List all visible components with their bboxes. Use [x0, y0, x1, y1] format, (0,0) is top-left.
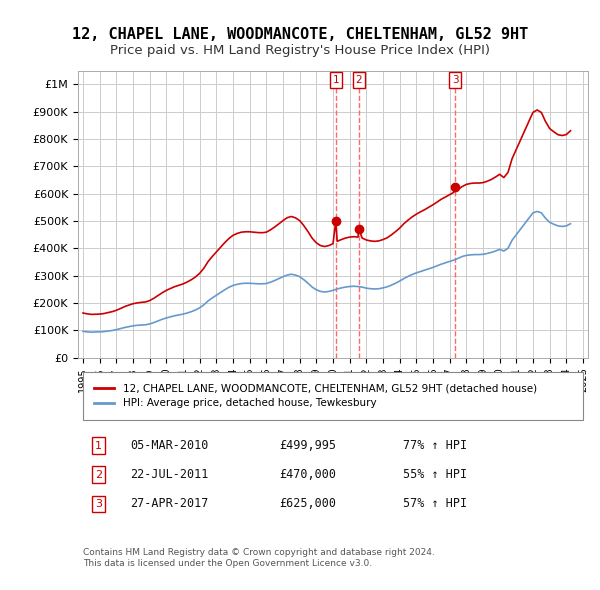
Text: £499,995: £499,995: [279, 439, 336, 452]
Text: 22-JUL-2011: 22-JUL-2011: [131, 468, 209, 481]
Text: 3: 3: [95, 499, 102, 509]
Text: 05-MAR-2010: 05-MAR-2010: [131, 439, 209, 452]
Text: 2: 2: [95, 470, 102, 480]
Text: Price paid vs. HM Land Registry's House Price Index (HPI): Price paid vs. HM Land Registry's House …: [110, 44, 490, 57]
Text: 3: 3: [452, 75, 458, 85]
Text: 1: 1: [332, 75, 339, 85]
Text: 77% ↑ HPI: 77% ↑ HPI: [403, 439, 467, 452]
Text: 12, CHAPEL LANE, WOODMANCOTE, CHELTENHAM, GL52 9HT: 12, CHAPEL LANE, WOODMANCOTE, CHELTENHAM…: [72, 27, 528, 41]
Text: 55% ↑ HPI: 55% ↑ HPI: [403, 468, 467, 481]
Text: Contains HM Land Registry data © Crown copyright and database right 2024.
This d: Contains HM Land Registry data © Crown c…: [83, 548, 435, 568]
Legend: 12, CHAPEL LANE, WOODMANCOTE, CHELTENHAM, GL52 9HT (detached house), HPI: Averag: 12, CHAPEL LANE, WOODMANCOTE, CHELTENHAM…: [88, 378, 542, 414]
Text: 1: 1: [95, 441, 102, 451]
Text: £470,000: £470,000: [279, 468, 336, 481]
FancyBboxPatch shape: [83, 372, 583, 419]
Text: 27-APR-2017: 27-APR-2017: [131, 497, 209, 510]
Text: £625,000: £625,000: [279, 497, 336, 510]
Text: 2: 2: [356, 75, 362, 85]
Text: 57% ↑ HPI: 57% ↑ HPI: [403, 497, 467, 510]
